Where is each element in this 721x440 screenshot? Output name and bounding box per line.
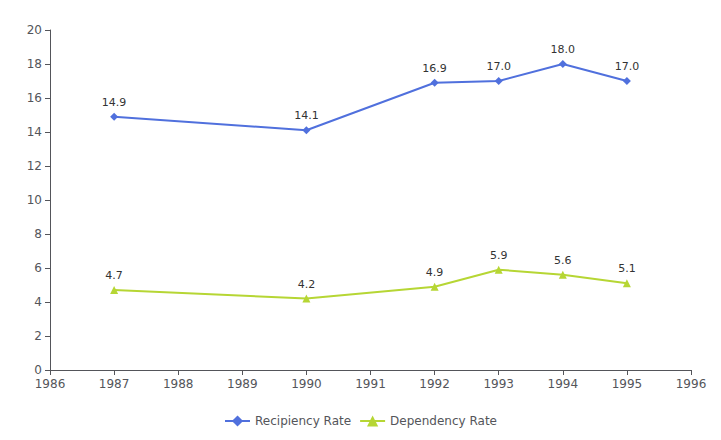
- svg-text:6: 6: [34, 261, 42, 275]
- svg-text:8: 8: [34, 227, 42, 241]
- svg-text:18: 18: [27, 57, 42, 71]
- svg-text:5.6: 5.6: [554, 254, 572, 267]
- svg-text:12: 12: [27, 159, 42, 173]
- svg-text:1992: 1992: [419, 377, 450, 391]
- svg-text:18.0: 18.0: [551, 43, 576, 56]
- svg-text:1987: 1987: [99, 377, 130, 391]
- svg-text:1995: 1995: [612, 377, 643, 391]
- svg-text:14.9: 14.9: [102, 96, 127, 109]
- svg-text:1994: 1994: [548, 377, 579, 391]
- svg-text:1996: 1996: [676, 377, 707, 391]
- svg-text:17.0: 17.0: [615, 60, 640, 73]
- svg-text:5.9: 5.9: [490, 249, 508, 262]
- svg-text:1990: 1990: [291, 377, 322, 391]
- svg-text:16: 16: [27, 91, 42, 105]
- svg-text:2: 2: [34, 329, 42, 343]
- svg-text:1989: 1989: [227, 377, 258, 391]
- svg-text:1993: 1993: [483, 377, 514, 391]
- svg-text:4.2: 4.2: [298, 278, 316, 291]
- svg-text:1991: 1991: [355, 377, 386, 391]
- svg-text:5.1: 5.1: [618, 262, 636, 275]
- svg-text:0: 0: [34, 363, 42, 377]
- svg-text:10: 10: [27, 193, 42, 207]
- svg-text:1986: 1986: [35, 377, 66, 391]
- svg-text:4: 4: [34, 295, 42, 309]
- svg-text:4.9: 4.9: [426, 266, 444, 279]
- svg-text:14.1: 14.1: [294, 109, 319, 122]
- svg-text:14: 14: [27, 125, 42, 139]
- svg-text:Recipiency Rate: Recipiency Rate: [255, 414, 351, 428]
- svg-text:16.9: 16.9: [422, 62, 447, 75]
- svg-text:17.0: 17.0: [486, 60, 511, 73]
- svg-text:4.7: 4.7: [105, 269, 123, 282]
- svg-text:20: 20: [27, 23, 42, 37]
- svg-text:Dependency Rate: Dependency Rate: [390, 414, 497, 428]
- svg-text:1988: 1988: [163, 377, 194, 391]
